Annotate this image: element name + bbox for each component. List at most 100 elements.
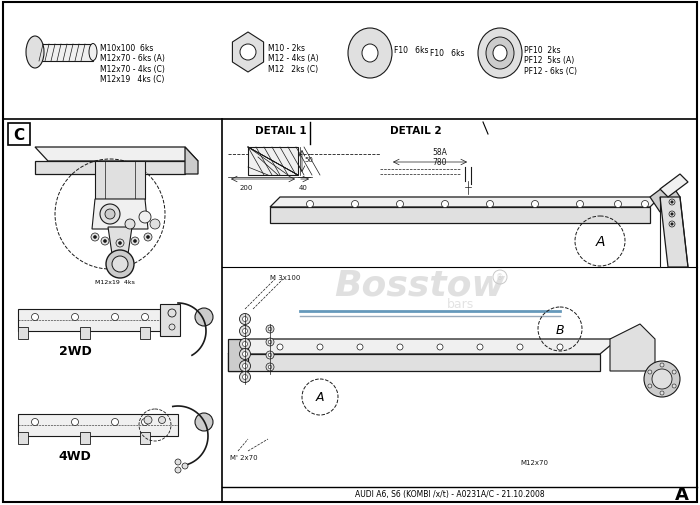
Bar (8, 124, 30, 146)
Circle shape (660, 363, 664, 367)
Circle shape (266, 325, 274, 333)
Polygon shape (610, 324, 655, 371)
Circle shape (144, 233, 152, 241)
Text: ®: ® (496, 273, 504, 282)
Text: C: C (13, 127, 24, 142)
Circle shape (672, 384, 676, 388)
Circle shape (266, 351, 274, 359)
Text: DETAIL 2: DETAIL 2 (390, 126, 442, 136)
Circle shape (669, 222, 675, 228)
Polygon shape (660, 197, 688, 268)
Text: 58A: 58A (433, 147, 447, 157)
Polygon shape (228, 339, 248, 371)
Text: F10   6ks: F10 6ks (394, 46, 428, 55)
Circle shape (671, 223, 673, 226)
Circle shape (182, 463, 188, 469)
Bar (160, 305, 180, 336)
Circle shape (660, 391, 664, 395)
Circle shape (71, 419, 78, 426)
Circle shape (307, 201, 314, 208)
Circle shape (517, 344, 523, 350)
Polygon shape (95, 162, 145, 199)
Circle shape (111, 419, 118, 426)
Circle shape (242, 375, 248, 380)
Text: F10   6ks: F10 6ks (430, 48, 465, 58)
Text: B: B (556, 323, 564, 336)
Circle shape (100, 205, 120, 225)
Circle shape (268, 340, 272, 344)
Polygon shape (35, 147, 198, 162)
Bar (18, 327, 28, 339)
Circle shape (195, 413, 213, 431)
Polygon shape (228, 355, 600, 371)
Text: A: A (316, 391, 324, 403)
Circle shape (615, 201, 622, 208)
Circle shape (266, 363, 274, 371)
Circle shape (268, 366, 272, 369)
Circle shape (195, 309, 213, 326)
Circle shape (125, 220, 135, 230)
Text: DETAIL 1: DETAIL 1 (255, 126, 307, 136)
Bar (18, 432, 28, 444)
Circle shape (669, 212, 675, 218)
Ellipse shape (486, 38, 514, 70)
Text: M' 2x70: M' 2x70 (230, 454, 258, 460)
Circle shape (158, 417, 165, 424)
Circle shape (134, 240, 136, 243)
Bar (18, 414, 178, 436)
Circle shape (268, 328, 272, 331)
Text: M10 - 2ks
M12 - 4ks (A)
M12   2ks (C): M10 - 2ks M12 - 4ks (A) M12 2ks (C) (268, 44, 318, 74)
Text: M12x19  4ks: M12x19 4ks (95, 279, 135, 284)
Circle shape (648, 370, 652, 374)
Polygon shape (660, 175, 688, 197)
Circle shape (116, 239, 124, 247)
Circle shape (239, 314, 251, 325)
Text: PF10  2ks
PF12  5ks (A)
PF12 - 6ks (C): PF10 2ks PF12 5ks (A) PF12 - 6ks (C) (524, 46, 577, 76)
Text: bars: bars (447, 298, 474, 311)
Ellipse shape (362, 45, 378, 63)
Text: 200: 200 (240, 185, 253, 190)
Circle shape (32, 419, 38, 426)
Circle shape (397, 344, 403, 350)
Text: AUDI A6, S6 (KOMBI /x/t) - A0231A/C - 21.10.2008: AUDI A6, S6 (KOMBI /x/t) - A0231A/C - 21… (355, 489, 545, 498)
Circle shape (477, 344, 483, 350)
Circle shape (669, 199, 675, 206)
Bar (140, 327, 150, 339)
Circle shape (168, 310, 176, 317)
Ellipse shape (348, 29, 392, 79)
Circle shape (242, 317, 248, 322)
Circle shape (169, 324, 175, 330)
Circle shape (437, 344, 443, 350)
Circle shape (131, 237, 139, 245)
Circle shape (240, 45, 256, 61)
Circle shape (242, 342, 248, 347)
Circle shape (111, 314, 118, 321)
Text: 50: 50 (304, 157, 313, 163)
Polygon shape (185, 147, 198, 175)
Ellipse shape (89, 44, 97, 62)
Ellipse shape (26, 37, 44, 69)
Circle shape (239, 349, 251, 360)
Circle shape (91, 233, 99, 241)
Text: 40: 40 (299, 185, 308, 190)
Circle shape (239, 361, 251, 372)
Ellipse shape (478, 29, 522, 79)
Circle shape (139, 212, 151, 224)
Polygon shape (650, 183, 680, 213)
Circle shape (242, 364, 248, 369)
Circle shape (141, 314, 148, 321)
Circle shape (101, 237, 109, 245)
Text: A: A (675, 485, 689, 503)
Circle shape (442, 201, 449, 208)
Circle shape (146, 236, 150, 239)
Polygon shape (108, 228, 132, 255)
Text: 2WD: 2WD (59, 344, 92, 358)
Circle shape (266, 338, 274, 346)
Circle shape (105, 210, 115, 220)
Circle shape (557, 344, 563, 350)
Polygon shape (270, 197, 660, 208)
Circle shape (175, 467, 181, 473)
Circle shape (672, 370, 676, 374)
Text: 780: 780 (433, 158, 447, 167)
Circle shape (112, 257, 128, 273)
